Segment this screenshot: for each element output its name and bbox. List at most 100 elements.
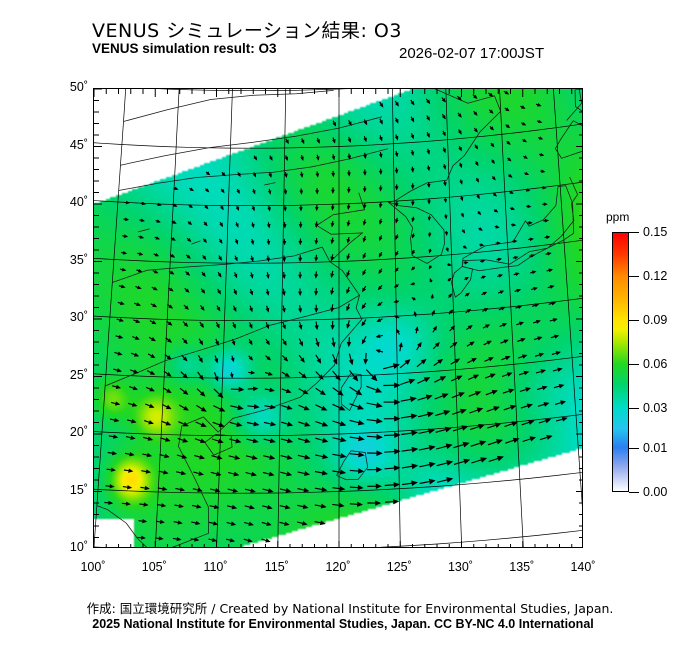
wind-arrow-head	[216, 306, 221, 312]
wind-arrow-head	[135, 319, 141, 323]
wind-arrow-head	[198, 374, 204, 381]
parallel-line	[94, 123, 582, 149]
wind-arrow-head	[428, 428, 436, 435]
wind-arrow-head	[515, 272, 520, 276]
wind-arrow-head	[220, 188, 225, 194]
wind-arrow-head	[357, 484, 364, 491]
wind-arrow-head	[521, 121, 527, 126]
page-title-japanese: VENUS シミュレーション結果: O3	[92, 20, 402, 42]
wind-arrow-head	[495, 225, 500, 229]
longitude-tick-label: 135˚	[509, 560, 535, 574]
wind-arrow-head	[214, 488, 221, 493]
wind-arrow-head	[362, 188, 367, 193]
wind-arrow-head	[252, 386, 259, 392]
wind-arrow-head	[286, 471, 293, 477]
wind-arrow-head	[473, 374, 480, 380]
wind-arrow-head	[265, 291, 270, 296]
wind-arrow-head	[314, 308, 319, 313]
wind-arrow-head	[198, 357, 203, 363]
wind-arrow-head	[248, 356, 254, 361]
wind-arrow-head	[331, 155, 336, 161]
wind-arrow-head	[541, 385, 548, 391]
wind-arrow-head	[252, 173, 256, 178]
coastline-path	[104, 294, 360, 387]
wind-arrow-head	[136, 302, 142, 307]
wind-arrow-head	[411, 217, 415, 223]
wind-arrow-head	[164, 437, 171, 442]
wind-arrow-head	[378, 253, 383, 258]
wind-arrow-head	[299, 207, 303, 212]
wind-arrow-head	[410, 151, 415, 156]
wind-arrow-head	[157, 202, 162, 206]
wind-arrow-head	[443, 410, 451, 416]
wind-arrow-head	[314, 240, 319, 245]
wind-arrow-head	[181, 454, 188, 459]
longitude-tick-label: 110˚	[203, 560, 228, 574]
wind-arrow-head	[183, 322, 189, 327]
wind-arrow-head	[411, 296, 416, 301]
wind-arrow-head	[110, 467, 116, 472]
wind-arrow-head	[375, 334, 381, 339]
graticule-grid	[94, 89, 582, 547]
wind-arrow-head	[538, 352, 545, 358]
wind-arrow-head	[521, 105, 526, 109]
wind-arrow-head	[340, 436, 347, 443]
colorbar-tick-mark	[629, 448, 639, 449]
wind-arrow-head	[394, 135, 399, 141]
wind-arrow-head	[199, 340, 204, 346]
wind-arrow-head	[505, 107, 510, 112]
wind-arrow-head	[230, 521, 237, 526]
wind-arrow-head	[529, 436, 537, 442]
map-canvas	[94, 89, 582, 547]
latitude-tick-label: 35˚	[69, 252, 88, 267]
wind-arrow-head	[284, 156, 289, 162]
wind-arrow-head	[281, 291, 286, 297]
wind-arrow-head	[178, 503, 184, 509]
wind-arrow-head	[252, 438, 259, 444]
wind-arrow-head	[234, 240, 239, 245]
wind-arrow-head	[123, 234, 129, 238]
wind-arrow-head	[301, 373, 307, 379]
wind-arrow-head	[125, 501, 131, 506]
wind-arrow-head	[199, 323, 204, 329]
wind-arrow-head	[182, 356, 188, 362]
wind-arrow-head	[509, 190, 514, 194]
wind-arrow-head	[151, 320, 157, 325]
wind-arrow-head	[526, 403, 533, 409]
wind-arrow-head	[541, 169, 546, 173]
wind-arrow-head	[491, 176, 496, 181]
colorbar-tick-mark	[629, 320, 639, 321]
wind-arrow-head	[522, 138, 528, 143]
wind-arrow-head	[137, 285, 142, 290]
wind-arrow-head	[375, 387, 383, 393]
wind-arrow-head	[512, 223, 517, 227]
wind-arrow-head	[116, 368, 122, 373]
wind-arrow-head	[393, 465, 401, 471]
wind-arrow-head	[253, 421, 260, 427]
wind-arrow-head	[428, 249, 432, 254]
wind-arrow-head	[560, 400, 567, 406]
wind-arrow-head	[197, 487, 203, 493]
wind-arrow-head	[115, 384, 122, 390]
wind-arrow-head	[338, 405, 346, 411]
wind-arrow-head	[458, 146, 462, 152]
longitude-tick-label: 115˚	[264, 560, 289, 574]
wind-arrow-head	[395, 219, 399, 224]
wind-arrow-head	[249, 290, 254, 296]
wind-arrow-head	[525, 387, 532, 392]
wind-arrow-head	[528, 221, 533, 225]
wind-arrow-head	[537, 336, 543, 341]
wind-arrow-head	[266, 223, 271, 229]
wind-arrow-head	[299, 190, 304, 195]
wind-arrow-head	[129, 451, 135, 457]
wind-arrow-head	[363, 154, 367, 160]
coastline-path	[204, 434, 233, 456]
wind-arrow-head	[248, 324, 253, 329]
wind-arrow-head	[378, 170, 383, 175]
wind-arrow-head	[167, 338, 172, 343]
wind-arrow-head	[348, 359, 354, 366]
wind-arrow-head	[315, 190, 319, 195]
wind-arrow-head	[442, 165, 447, 170]
wind-arrow-head	[428, 478, 436, 485]
wind-arrow-head	[330, 307, 335, 313]
